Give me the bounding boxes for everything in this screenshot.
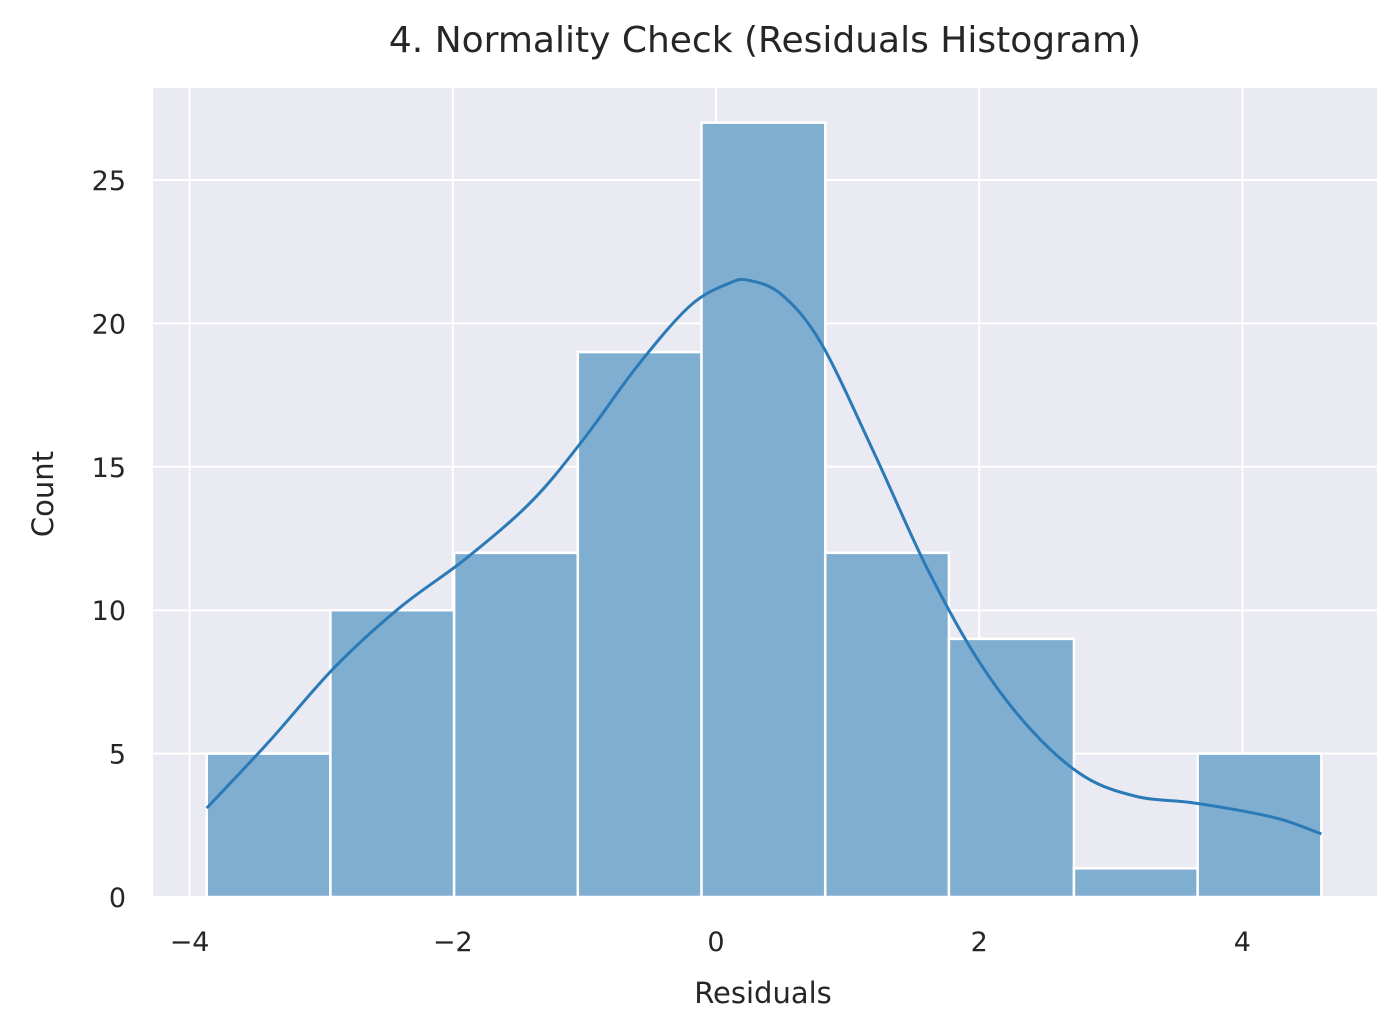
histogram-bar	[329, 608, 456, 899]
x-tick-label: 0	[707, 927, 724, 958]
x-axis-ticks: −4 −2 0 2 4	[170, 927, 1251, 958]
x-axis-label: Residuals	[694, 976, 832, 1010]
chart-title: 4. Normality Check (Residuals Histogram)	[388, 20, 1142, 61]
kde-curve	[205, 277, 1322, 836]
y-axis-label: Count	[26, 451, 60, 537]
histogram-bar	[1072, 867, 1199, 899]
y-tick-label: 20	[92, 309, 126, 340]
y-tick-label: 5	[109, 740, 126, 771]
x-tick-label: 4	[1234, 927, 1251, 958]
y-axis-ticks: 0 5 10 15 20 25	[92, 166, 126, 914]
y-tick-label: 15	[92, 453, 126, 484]
histogram-bar	[947, 637, 1076, 899]
x-tick-label: 2	[971, 927, 988, 958]
y-tick-label: 10	[92, 596, 126, 627]
histogram-bar	[205, 752, 332, 899]
histogram-bar	[452, 551, 580, 899]
histogram-bar	[700, 121, 827, 899]
histogram-bar	[823, 551, 951, 899]
x-tick-label: −4	[170, 927, 210, 958]
y-tick-label: 0	[109, 883, 126, 914]
histogram-bar	[576, 350, 703, 899]
x-tick-label: −2	[433, 927, 473, 958]
histogram-bars	[205, 121, 1323, 899]
y-tick-label: 25	[92, 166, 126, 197]
